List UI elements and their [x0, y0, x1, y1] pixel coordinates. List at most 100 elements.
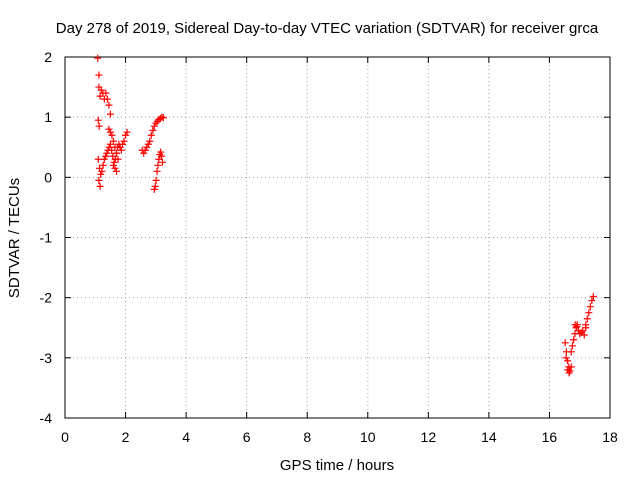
data-point — [579, 327, 587, 335]
data-point — [117, 146, 125, 154]
data-point — [158, 152, 166, 160]
data-point — [103, 95, 111, 103]
data-point — [562, 354, 570, 362]
data-point — [157, 148, 165, 156]
data-point — [151, 182, 159, 190]
y-tick-label: 0 — [44, 169, 52, 185]
y-tick-label: 2 — [44, 49, 52, 65]
data-point — [147, 131, 155, 139]
data-point — [109, 161, 117, 169]
data-point — [95, 176, 103, 184]
data-point — [108, 131, 116, 139]
data-point — [111, 164, 119, 172]
data-point — [570, 336, 578, 344]
data-point — [149, 126, 157, 134]
data-point — [112, 167, 120, 175]
data-point — [106, 110, 114, 118]
data-point — [589, 292, 597, 300]
data-point — [150, 185, 158, 193]
data-point — [580, 331, 588, 339]
x-tick-label: 4 — [182, 429, 190, 445]
data-point — [122, 131, 130, 139]
data-point — [106, 128, 114, 136]
data-point — [102, 89, 110, 97]
x-tick-label: 6 — [243, 429, 251, 445]
data-point — [158, 158, 166, 166]
data-point — [564, 357, 572, 365]
data-point — [94, 54, 102, 62]
x-tick-label: 8 — [303, 429, 311, 445]
data-point — [159, 114, 167, 122]
data-point — [568, 342, 576, 350]
data-point — [110, 158, 118, 166]
data-point — [567, 363, 575, 371]
data-point — [94, 116, 102, 124]
data-point — [111, 143, 119, 151]
chart-title: Day 278 of 2019, Sidereal Day-to-day VTE… — [56, 20, 599, 37]
data-point — [102, 152, 110, 160]
data-point — [561, 339, 569, 347]
data-points — [94, 54, 597, 377]
data-point — [582, 321, 590, 329]
data-point — [144, 140, 152, 148]
data-point — [154, 161, 162, 169]
x-tick-label: 0 — [61, 429, 69, 445]
data-point — [105, 125, 113, 133]
x-tick-label: 14 — [481, 429, 497, 445]
y-tick-label: 1 — [44, 109, 52, 125]
data-point — [158, 113, 166, 121]
data-point — [583, 315, 591, 323]
data-point — [146, 137, 154, 145]
x-tick-label: 12 — [421, 429, 437, 445]
data-point — [123, 128, 131, 136]
axis-ticks — [64, 56, 611, 419]
y-axis-label: SDTVAR / TECUs — [6, 178, 23, 298]
data-point — [588, 297, 596, 305]
grid-lines — [65, 57, 610, 418]
data-point — [103, 149, 111, 157]
data-point — [105, 101, 113, 109]
data-point — [119, 140, 127, 148]
data-point — [120, 137, 128, 145]
data-point — [94, 155, 102, 163]
data-point — [152, 176, 160, 184]
y-tick-label: -3 — [40, 350, 53, 366]
data-point — [97, 86, 105, 94]
data-point — [143, 143, 151, 151]
data-point — [140, 149, 148, 157]
data-point — [100, 155, 108, 163]
data-point — [112, 149, 120, 157]
y-tick-label: -2 — [40, 290, 53, 306]
x-tick-labels: 0 2 4 6 8 10 12 14 16 18 — [61, 429, 618, 445]
data-point — [576, 330, 584, 338]
x-tick-label: 18 — [602, 429, 618, 445]
data-point — [156, 114, 164, 122]
y-tick-label: -1 — [40, 230, 53, 246]
data-point — [98, 167, 106, 175]
y-tick-labels: -4 -3 -2 -1 0 1 2 — [40, 49, 53, 426]
data-point — [109, 137, 117, 145]
data-point — [114, 155, 122, 163]
x-tick-label: 16 — [542, 429, 558, 445]
x-axis-label: GPS time / hours — [280, 457, 394, 474]
data-point — [99, 161, 107, 169]
data-point — [141, 146, 149, 154]
data-point — [96, 182, 104, 190]
x-tick-label: 10 — [360, 429, 376, 445]
data-point — [585, 309, 593, 317]
data-point — [95, 122, 103, 130]
data-point — [573, 323, 581, 331]
data-point — [565, 369, 573, 377]
data-point — [564, 366, 572, 374]
x-tick-label: 2 — [122, 429, 130, 445]
data-point — [586, 303, 594, 311]
data-point — [150, 122, 158, 130]
data-point — [95, 71, 103, 79]
data-point — [567, 348, 575, 356]
data-point — [108, 146, 116, 154]
data-point — [97, 170, 105, 178]
data-point — [153, 167, 161, 175]
y-tick-label: -4 — [40, 410, 53, 426]
data-point — [106, 140, 114, 148]
